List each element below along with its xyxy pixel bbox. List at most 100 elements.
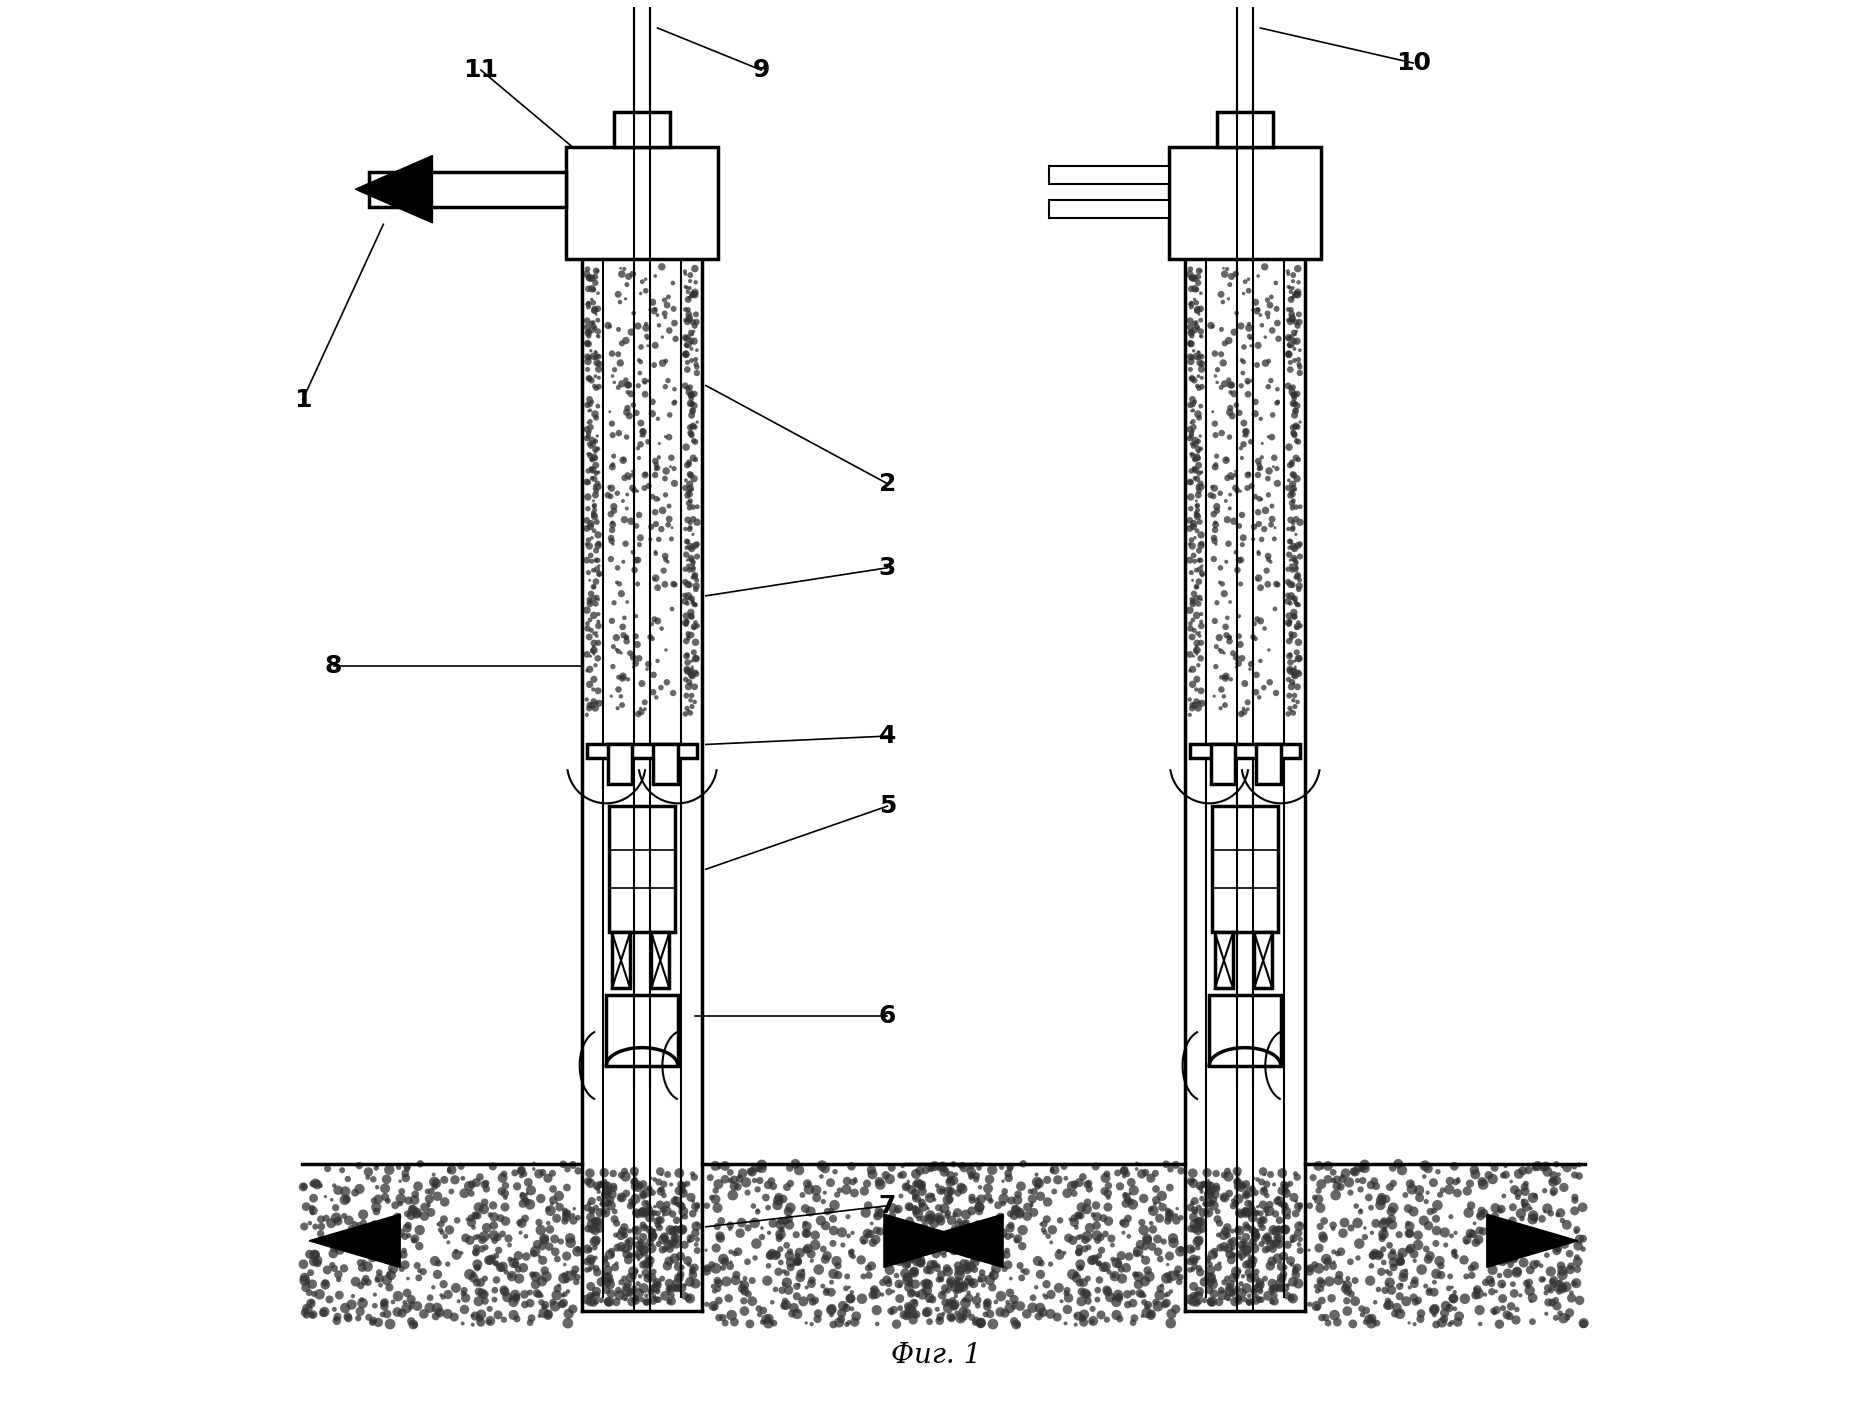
- Point: [1526, 1208, 1556, 1231]
- Point: [966, 1311, 996, 1334]
- Point: [571, 704, 601, 726]
- Point: [504, 1267, 534, 1290]
- Point: [1543, 1272, 1573, 1294]
- Point: [893, 1170, 923, 1192]
- Point: [950, 1256, 980, 1279]
- Point: [573, 350, 603, 372]
- Point: [1231, 270, 1261, 293]
- Point: [1249, 677, 1279, 700]
- Point: [1174, 532, 1204, 555]
- Point: [1210, 694, 1240, 716]
- Point: [1212, 1223, 1242, 1246]
- Point: [811, 1215, 841, 1238]
- Point: [1279, 337, 1309, 360]
- Point: [1431, 1294, 1461, 1317]
- Point: [603, 678, 633, 701]
- Point: [976, 1303, 1006, 1325]
- Point: [1283, 382, 1313, 405]
- Point: [1210, 1235, 1240, 1257]
- Point: [920, 1212, 950, 1235]
- Point: [1143, 1228, 1172, 1250]
- Point: [596, 316, 626, 338]
- Point: [596, 1269, 626, 1291]
- Point: [1279, 387, 1309, 409]
- Point: [798, 1290, 828, 1313]
- Point: [1206, 666, 1236, 688]
- Point: [592, 1253, 622, 1276]
- Point: [298, 1187, 328, 1209]
- Point: [450, 1298, 479, 1321]
- Point: [734, 1313, 764, 1335]
- Point: [1180, 1218, 1210, 1240]
- Point: [1133, 1259, 1163, 1281]
- Point: [373, 1303, 403, 1325]
- Point: [899, 1291, 929, 1314]
- Point: [657, 517, 687, 539]
- Point: [515, 1311, 545, 1334]
- Point: [646, 518, 676, 541]
- Point: [1244, 334, 1274, 357]
- Point: [1392, 1290, 1422, 1313]
- Point: [1556, 1255, 1586, 1277]
- Bar: [1169, 147, 1320, 259]
- Point: [944, 1263, 974, 1286]
- Point: [1277, 416, 1307, 439]
- Point: [1090, 1167, 1120, 1189]
- Point: [1202, 1177, 1232, 1199]
- Point: [674, 309, 704, 331]
- Point: [629, 691, 659, 714]
- Point: [933, 1188, 963, 1211]
- Point: [646, 1178, 676, 1201]
- Point: [1202, 496, 1232, 518]
- Point: [1283, 1256, 1313, 1279]
- Point: [1534, 1223, 1564, 1246]
- Point: [1259, 1174, 1289, 1197]
- Point: [1487, 1273, 1517, 1296]
- Point: [1221, 1192, 1251, 1215]
- Point: [901, 1187, 931, 1209]
- Point: [657, 598, 687, 620]
- Point: [1337, 1313, 1367, 1335]
- Point: [1279, 1226, 1309, 1249]
- Point: [682, 615, 712, 637]
- Point: [1487, 1297, 1517, 1320]
- Point: [938, 1238, 968, 1260]
- Point: [581, 341, 611, 364]
- Point: [961, 1164, 991, 1187]
- Point: [1182, 446, 1212, 469]
- Point: [609, 624, 639, 647]
- Point: [442, 1209, 472, 1232]
- Point: [403, 1255, 433, 1277]
- Point: [796, 1273, 826, 1296]
- Point: [1187, 358, 1217, 381]
- Point: [1184, 1236, 1214, 1259]
- Point: [929, 1197, 959, 1219]
- Point: [1180, 370, 1210, 392]
- Point: [957, 1161, 987, 1184]
- Point: [800, 1289, 830, 1311]
- Point: [1277, 309, 1307, 331]
- Point: [575, 443, 605, 466]
- Point: [556, 1232, 586, 1255]
- Point: [498, 1304, 528, 1327]
- Point: [772, 1262, 802, 1284]
- Point: [1416, 1201, 1446, 1223]
- Point: [457, 1304, 487, 1327]
- Point: [1028, 1219, 1058, 1242]
- Point: [345, 1214, 375, 1236]
- Point: [940, 1163, 970, 1185]
- Point: [1240, 486, 1270, 508]
- Point: [721, 1263, 751, 1286]
- Point: [1146, 1274, 1176, 1297]
- Point: [1523, 1252, 1553, 1274]
- Point: [341, 1181, 371, 1204]
- Point: [976, 1189, 1006, 1212]
- Point: [1079, 1310, 1109, 1332]
- Point: [637, 1266, 667, 1289]
- Point: [1390, 1184, 1420, 1206]
- Point: [978, 1232, 1008, 1255]
- Point: [1176, 367, 1206, 389]
- Point: [1204, 1212, 1234, 1235]
- Point: [1064, 1171, 1094, 1194]
- Point: [1360, 1170, 1390, 1192]
